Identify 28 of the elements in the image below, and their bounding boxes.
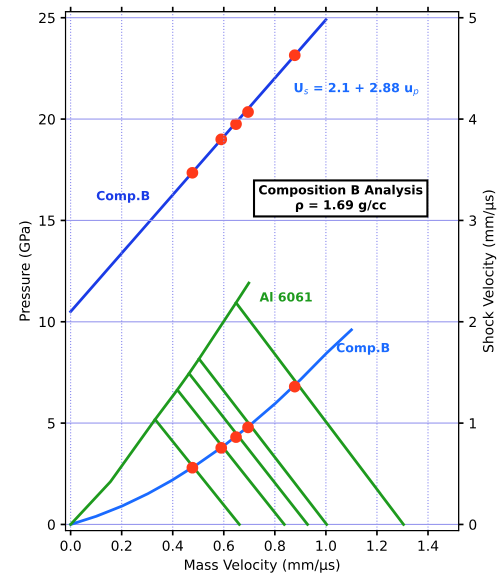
y2-tick-label: 5	[469, 12, 476, 24]
y2-tick-label: 3	[469, 215, 476, 226]
y-tick-label: 20	[39, 114, 55, 125]
y-tick-label: 25	[39, 12, 55, 24]
y-tick-label: 5	[48, 418, 55, 429]
x-axis-title: Mass Velocity (mm/µs)	[184, 559, 340, 573]
y-tick-label: 15	[40, 216, 55, 226]
x-tick-label: 0.2	[112, 540, 132, 552]
series-label: Al 6061	[260, 292, 312, 302]
y2-axis-title: Shock Velocity (mm/µs)	[482, 190, 496, 352]
x-tick-label: 0.0	[60, 540, 81, 552]
y2-tick-label: 2	[469, 316, 476, 328]
y-axis-title: Pressure (GPa)	[19, 222, 32, 321]
y2-tick-label: 4	[469, 114, 476, 124]
x-tick-label: 1.0	[316, 540, 336, 552]
x-tick-label: 0.8	[264, 540, 285, 552]
x-tick-label: 1.4	[418, 540, 438, 551]
x-tick-label: 0.6	[214, 540, 234, 552]
y-tick-label: 10	[40, 316, 55, 328]
x-tick-label: 1.2	[367, 540, 387, 551]
x-tick-label: 0.4	[162, 540, 183, 552]
series-label: Comp.B	[96, 190, 150, 203]
y-tick-label: 0	[48, 519, 55, 530]
y2-tick-label: 0	[469, 519, 476, 530]
y2-tick-label: 1	[470, 418, 476, 428]
annotation: U$_{s}$ = 2.1 + 2.88 u$_{p}$	[294, 82, 418, 96]
annotation: Composition B Analysis ρ = 1.69 g/cc	[259, 184, 422, 212]
series-label: Comp.B	[336, 342, 390, 355]
